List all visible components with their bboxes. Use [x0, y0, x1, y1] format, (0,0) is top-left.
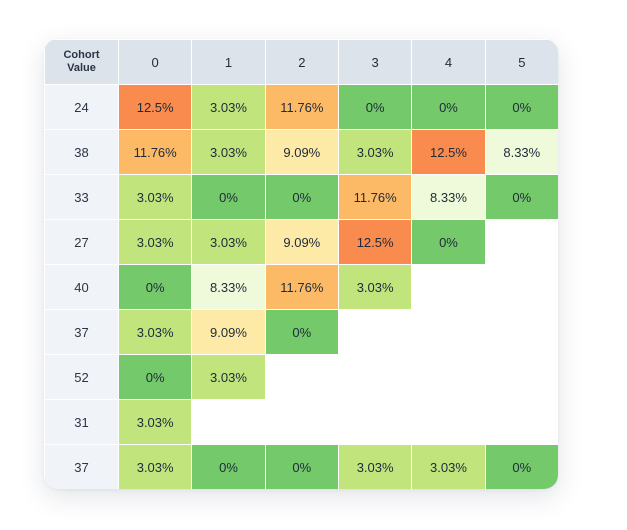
heatmap-cell: 12.5% [117, 84, 193, 130]
heatmap-cell: 3.03% [117, 309, 193, 355]
empty-cell [264, 354, 339, 400]
empty-cell [411, 399, 486, 445]
column-header: 3 [337, 39, 413, 85]
cohort-heatmap-card: Cohort Value 0 1 2 3 4 5 24 12.5% 3.03% 11.… [44, 39, 558, 489]
heatmap-cell: 0% [117, 354, 193, 400]
heatmap-cell: 0% [191, 174, 266, 220]
column-header: 4 [411, 39, 486, 85]
table-row: 24 12.5% 3.03% 11.76% 0% 0% 0% [44, 84, 558, 130]
corner-label-line-2: Value [67, 62, 96, 74]
cohort-value-label: 24 [44, 84, 119, 130]
cohort-value-label: 37 [44, 309, 119, 355]
table-row: 38 11.76% 3.03% 9.09% 3.03% 12.5% 8.33% [44, 129, 558, 175]
table-row: 40 0% 8.33% 11.76% 3.03% [44, 264, 558, 310]
heatmap-cell: 0% [484, 174, 558, 220]
heatmap-cell: 3.03% [337, 129, 413, 175]
cohort-value-label: 37 [44, 444, 119, 489]
empty-cell [484, 219, 558, 265]
heatmap-cell: 12.5% [337, 219, 413, 265]
heatmap-cell: 3.03% [117, 444, 193, 489]
table-row: 52 0% 3.03% [44, 354, 558, 400]
heatmap-cell: 0% [264, 444, 339, 489]
heatmap-cell: 3.03% [117, 399, 193, 445]
heatmap-cell: 9.09% [264, 219, 339, 265]
heatmap-cell: 3.03% [337, 264, 413, 310]
heatmap-cell: 0% [191, 444, 266, 489]
cohort-value-label: 33 [44, 174, 119, 220]
column-header: 1 [191, 39, 266, 85]
heatmap-cell: 0% [484, 444, 558, 489]
empty-cell [484, 399, 558, 445]
empty-cell [484, 264, 558, 310]
empty-cell [191, 399, 266, 445]
table-row: 37 3.03% 9.09% 0% [44, 309, 558, 355]
heatmap-cell: 11.76% [117, 129, 193, 175]
heatmap-cell: 3.03% [337, 444, 413, 489]
column-header: 0 [117, 39, 193, 85]
heatmap-cell: 3.03% [191, 219, 266, 265]
heatmap-cell: 11.76% [264, 264, 339, 310]
heatmap-cell: 0% [411, 219, 486, 265]
cohort-value-label: 31 [44, 399, 119, 445]
corner-header: Cohort Value [44, 39, 119, 85]
heatmap-cell: 3.03% [117, 174, 193, 220]
table-row: 27 3.03% 3.03% 9.09% 12.5% 0% [44, 219, 558, 265]
empty-cell [337, 354, 413, 400]
heatmap-cell: 0% [411, 84, 486, 130]
heatmap-cell: 0% [484, 84, 558, 130]
heatmap-cell: 8.33% [411, 174, 486, 220]
heatmap-cell: 11.76% [337, 174, 413, 220]
empty-cell [337, 399, 413, 445]
heatmap-cell: 3.03% [411, 444, 486, 489]
empty-cell [411, 309, 486, 355]
heatmap-cell: 11.76% [264, 84, 339, 130]
cohort-value-label: 38 [44, 129, 119, 175]
heatmap-cell: 0% [117, 264, 193, 310]
heatmap-cell: 0% [264, 174, 339, 220]
heatmap-cell: 8.33% [484, 129, 558, 175]
heatmap-cell: 3.03% [117, 219, 193, 265]
empty-cell [337, 309, 413, 355]
heatmap-cell: 3.03% [191, 84, 266, 130]
column-header: 2 [264, 39, 339, 85]
header-row: Cohort Value 0 1 2 3 4 5 [44, 39, 558, 85]
corner-label-line-1: Cohort [63, 49, 100, 61]
heatmap-cell: 9.09% [264, 129, 339, 175]
heatmap-body: 24 12.5% 3.03% 11.76% 0% 0% 0% 38 11.76% 3.03% 9.0… [44, 84, 558, 489]
empty-cell [264, 399, 339, 445]
heatmap-cell: 8.33% [191, 264, 266, 310]
heatmap-cell: 0% [337, 84, 413, 130]
cohort-value-label: 40 [44, 264, 119, 310]
empty-cell [484, 354, 558, 400]
cohort-value-label: 27 [44, 219, 119, 265]
table-row: 31 3.03% [44, 399, 558, 445]
cohort-heatmap-table: Cohort Value 0 1 2 3 4 5 24 12.5% 3.03% 11.… [44, 39, 558, 489]
heatmap-cell: 12.5% [411, 129, 486, 175]
heatmap-cell: 0% [264, 309, 339, 355]
empty-cell [411, 264, 486, 310]
cohort-value-label: 52 [44, 354, 119, 400]
table-row: 37 3.03% 0% 0% 3.03% 3.03% 0% [44, 444, 558, 489]
empty-cell [484, 309, 558, 355]
heatmap-cell: 3.03% [191, 129, 266, 175]
empty-cell [411, 354, 486, 400]
table-row: 33 3.03% 0% 0% 11.76% 8.33% 0% [44, 174, 558, 220]
heatmap-cell: 9.09% [191, 309, 266, 355]
heatmap-cell: 3.03% [191, 354, 266, 400]
column-header: 5 [484, 39, 558, 85]
